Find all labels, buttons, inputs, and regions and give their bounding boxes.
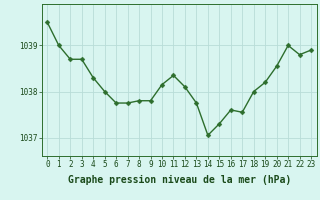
X-axis label: Graphe pression niveau de la mer (hPa): Graphe pression niveau de la mer (hPa): [68, 175, 291, 185]
